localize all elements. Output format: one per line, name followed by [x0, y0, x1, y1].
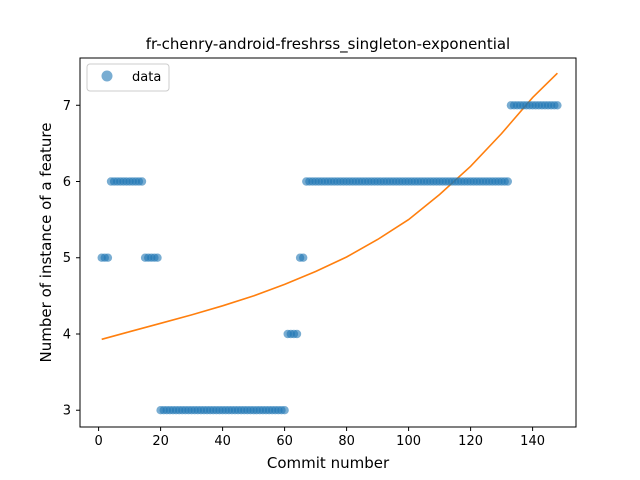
x-tick-label: 60	[276, 434, 293, 449]
legend: data	[86, 63, 170, 92]
legend-label-data: data	[132, 70, 161, 85]
fit-curve	[101, 72, 558, 341]
y-tick-label: 6	[63, 175, 71, 190]
data-point	[103, 253, 113, 262]
x-tick-label: 140	[520, 434, 545, 449]
legend-marker	[101, 70, 113, 82]
y-tick-label: 5	[63, 251, 71, 266]
data-point	[137, 177, 147, 186]
data-point	[292, 329, 302, 339]
y-tick-label: 4	[63, 327, 71, 342]
data-point	[299, 253, 308, 262]
data-point	[280, 406, 289, 415]
plot-area	[80, 58, 576, 427]
y-tick-label: 7	[63, 99, 71, 114]
x-tick-label: 40	[214, 434, 231, 449]
x-tick-label: 20	[152, 434, 169, 449]
x-tick-label: 120	[458, 434, 483, 449]
data-point	[553, 101, 562, 110]
x-tick-label: 100	[396, 434, 421, 449]
data-point	[153, 253, 162, 262]
chart-title: fr-chenry-android-freshrss_singleton-exp…	[146, 35, 510, 54]
x-tick-label: 0	[94, 434, 102, 449]
x-axis-title: Commit number	[267, 454, 390, 472]
y-tick-label: 3	[63, 404, 71, 419]
y-axis-title: Number of instance of a feature	[37, 123, 55, 363]
plot-frame	[79, 57, 577, 428]
x-tick-label: 80	[338, 434, 355, 449]
data-point	[503, 177, 512, 186]
